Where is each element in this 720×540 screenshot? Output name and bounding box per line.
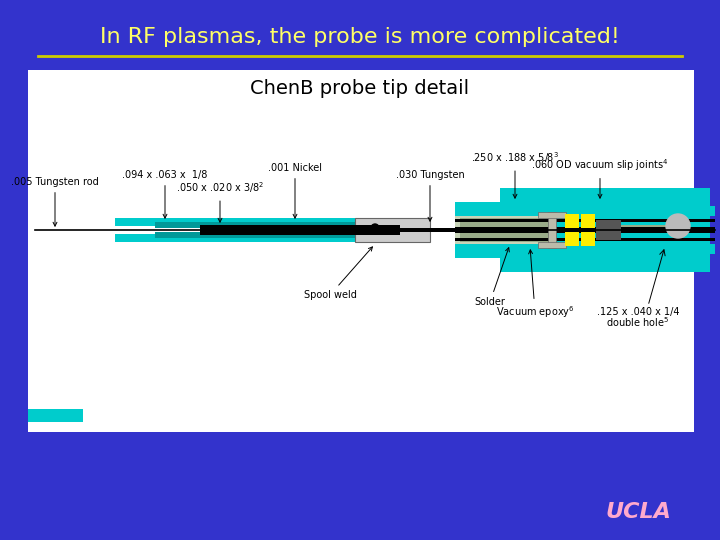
Bar [565, 228, 595, 232]
Text: .001 Nickel: .001 Nickel [268, 163, 322, 218]
Bar [200, 231, 400, 235]
Text: UCLA: UCLA [605, 502, 671, 522]
Bar [28, 70, 694, 432]
Bar [620, 212, 715, 216]
Text: In RF plasmas, the probe is more complicated!: In RF plasmas, the probe is more complic… [100, 27, 620, 47]
Bar [581, 214, 595, 246]
Bar [620, 244, 715, 248]
Bar [28, 409, 83, 422]
Bar [115, 234, 425, 242]
Bar [630, 248, 715, 254]
Bar [155, 222, 415, 228]
Text: Spool weld: Spool weld [304, 247, 372, 300]
Text: Vacuum epoxy$^6$: Vacuum epoxy$^6$ [495, 250, 575, 320]
Bar [538, 242, 566, 248]
Text: .050 x .020 x 3/8$^2$: .050 x .020 x 3/8$^2$ [176, 180, 264, 222]
Bar [355, 218, 430, 242]
Bar [500, 188, 710, 202]
Bar [500, 258, 710, 272]
Bar [538, 212, 566, 218]
Bar [455, 227, 715, 233]
Text: .030 Tungsten: .030 Tungsten [395, 170, 464, 221]
Bar [548, 212, 556, 248]
Bar [455, 238, 715, 241]
Bar [200, 225, 400, 229]
Text: ChenB probe tip detail: ChenB probe tip detail [251, 78, 469, 98]
Bar [155, 232, 415, 238]
Bar [460, 218, 550, 242]
Bar [596, 225, 676, 227]
Bar [455, 224, 710, 228]
Bar [455, 232, 710, 236]
Bar [200, 229, 370, 231]
Bar [630, 206, 715, 212]
Text: .125 x .040 x 1/4: .125 x .040 x 1/4 [597, 307, 679, 317]
Text: .250 x .188 x 5/8$^3$: .250 x .188 x 5/8$^3$ [471, 151, 559, 198]
Bar [455, 202, 710, 224]
Text: double hole$^5$: double hole$^5$ [606, 315, 670, 329]
Bar [200, 228, 520, 232]
Circle shape [371, 224, 379, 232]
Bar [455, 236, 710, 258]
Text: .005 Tungsten rod: .005 Tungsten rod [11, 177, 99, 226]
Bar [565, 214, 579, 246]
Text: Solder: Solder [474, 248, 509, 307]
Bar [455, 219, 715, 222]
Text: .094 x .063 x  1/8: .094 x .063 x 1/8 [122, 170, 207, 218]
Bar [596, 229, 676, 231]
Circle shape [666, 214, 690, 238]
Bar [596, 220, 621, 240]
Bar [455, 216, 555, 244]
Text: .060 OD vacuum slip joints$^4$: .060 OD vacuum slip joints$^4$ [531, 157, 669, 198]
Bar [115, 218, 425, 226]
